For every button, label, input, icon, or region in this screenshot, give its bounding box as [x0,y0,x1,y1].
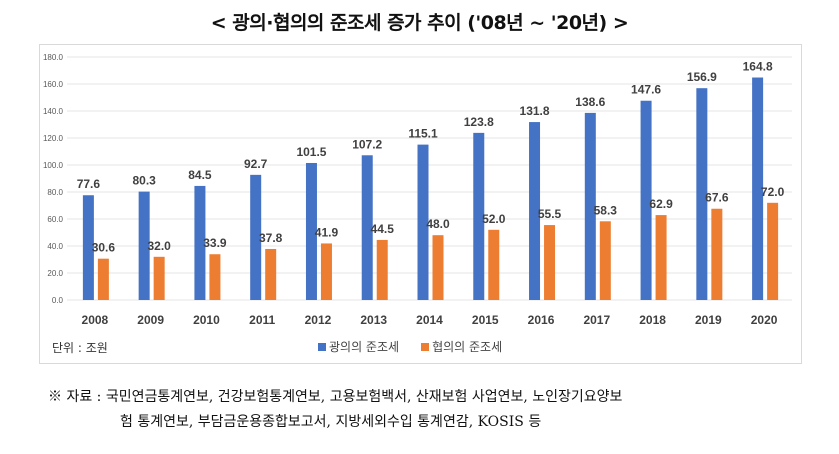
bar-narrow [97,258,109,300]
bar-broad [584,112,596,300]
data-label: 62.9 [649,197,673,211]
data-label: 37.8 [259,231,283,245]
source-note: ※ 자료 : 국민연금통계연보, 건강보험통계연보, 고용보험백서, 산재보험 … [48,385,828,435]
data-label: 80.3 [132,174,156,188]
bar-narrow [599,221,611,300]
x-tick-label: 2016 [528,313,555,327]
source-note-line: ※ 자료 : 국민연금통계연보, 건강보험통계연보, 고용보험백서, 산재보험 … [48,389,623,405]
legend: 광의의 준조세 협의의 준조세 [318,338,502,355]
data-label: 84.5 [188,168,212,182]
data-label: 55.5 [538,207,562,221]
bar-broad [529,122,541,300]
x-tick-label: 2014 [416,313,443,327]
source-note-line: 험 통계연보, 부담금운용종합보고서, 지방세외수입 통계연감, KOSIS 등 [120,414,542,430]
y-tick-label: 60.0 [47,215,63,224]
data-label: 101.5 [296,145,326,159]
bar-narrow [711,208,723,300]
bar-broad [250,174,262,300]
bar-narrow [544,225,556,300]
unit-label: 단위 : 조원 [52,341,108,355]
bar-chart: 0.0 20.0 40.0 60.0 80.0 100.0 120.0 140.0 160.0 1… [43,53,792,327]
x-tick-label: 2009 [137,313,164,327]
data-label: 41.9 [315,225,339,239]
data-label: 164.8 [743,60,773,74]
data-label: 147.6 [631,83,661,97]
bar-narrow [488,229,500,300]
data-label: 58.3 [594,203,618,217]
bar-broad [696,88,708,300]
bar-narrow [209,254,221,300]
legend-label: 광의의 준조세 [329,340,400,354]
data-label: 131.8 [520,104,550,118]
bar-broad [473,132,485,300]
x-tick-label: 2010 [193,313,220,327]
bar-narrow [153,256,165,300]
data-label: 156.9 [687,70,717,84]
y-tick-label: 80.0 [47,188,63,197]
data-label: 115.1 [408,127,438,141]
bar-narrow [432,235,444,300]
bar-broad [752,77,764,300]
chart-frame: 0.0 20.0 40.0 60.0 80.0 100.0 120.0 140.0 160.0 1… [39,44,802,364]
legend-swatch [318,342,326,351]
data-label: 123.8 [464,115,494,129]
bar-broad [305,162,317,300]
data-label: 33.9 [203,236,227,250]
x-tick-label: 2008 [82,313,109,327]
data-label: 48.0 [426,217,450,231]
x-tick-label: 2019 [695,313,722,327]
x-tick-label: 2012 [305,313,332,327]
bar-broad [194,185,206,300]
data-label: 107.2 [352,137,382,151]
data-label: 44.5 [371,222,395,236]
data-label: 30.6 [92,241,116,255]
bar-narrow [655,215,667,300]
y-tick-label: 20.0 [47,269,63,278]
y-tick-label: 180.0 [43,53,64,62]
legend-item-broad: 광의의 준조세 [318,338,399,355]
bar-broad [138,191,150,300]
data-label: 32.0 [147,239,171,253]
x-tick-label: 2018 [639,313,666,327]
bar-broad [361,155,373,300]
y-tick-label: 140.0 [43,107,64,116]
bar-broad [640,100,652,300]
x-tick-label: 2015 [472,313,499,327]
data-label: 138.6 [575,95,605,109]
bar-broad [417,144,429,300]
bar-narrow [265,248,277,300]
y-tick-label: 100.0 [43,161,64,170]
y-tick-label: 0.0 [52,296,64,305]
data-label: 72.0 [761,185,785,199]
data-label: 52.0 [482,212,506,226]
bar-narrow [320,243,332,300]
y-tick-label: 40.0 [47,242,63,251]
bar-narrow [767,202,779,300]
data-label: 92.7 [244,157,268,171]
data-label: 77.6 [77,177,101,191]
x-tick-label: 2013 [360,313,387,327]
y-tick-label: 120.0 [43,134,64,143]
y-tick-label: 160.0 [43,80,64,89]
data-label: 67.6 [705,191,729,205]
legend-label: 협의의 준조세 [432,340,503,354]
chart-title: < 광의·협의의 준조세 증가 추이 ('08년 ~ '20년) > [210,12,629,34]
bar-broad [82,195,94,300]
legend-swatch [421,342,430,351]
x-tick-label: 2011 [249,313,275,327]
x-tick-label: 2020 [751,313,778,327]
legend-item-narrow: 협의의 준조세 [421,338,502,355]
bar-narrow [376,239,388,300]
x-tick-label: 2017 [583,313,610,327]
